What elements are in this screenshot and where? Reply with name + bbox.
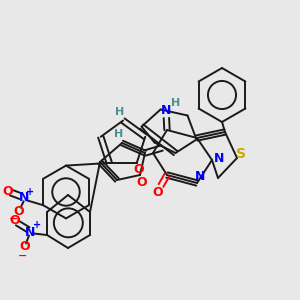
Text: N: N xyxy=(18,191,29,204)
Text: O: O xyxy=(3,184,13,198)
Text: H: H xyxy=(114,129,124,139)
Text: +: + xyxy=(33,220,41,230)
Text: −: − xyxy=(9,214,18,224)
Text: O: O xyxy=(153,186,163,199)
Text: N: N xyxy=(213,152,224,165)
Text: S: S xyxy=(236,146,246,161)
Text: O: O xyxy=(10,214,20,227)
Text: O: O xyxy=(133,163,144,176)
Text: N: N xyxy=(25,226,36,238)
Text: O: O xyxy=(136,176,147,189)
Text: −: − xyxy=(18,250,28,260)
Text: H: H xyxy=(171,98,180,108)
Text: O: O xyxy=(14,205,24,218)
Text: N: N xyxy=(161,104,172,117)
Text: N: N xyxy=(195,170,205,184)
Text: O: O xyxy=(19,241,30,254)
Text: H: H xyxy=(116,107,124,117)
Text: +: + xyxy=(26,187,34,197)
